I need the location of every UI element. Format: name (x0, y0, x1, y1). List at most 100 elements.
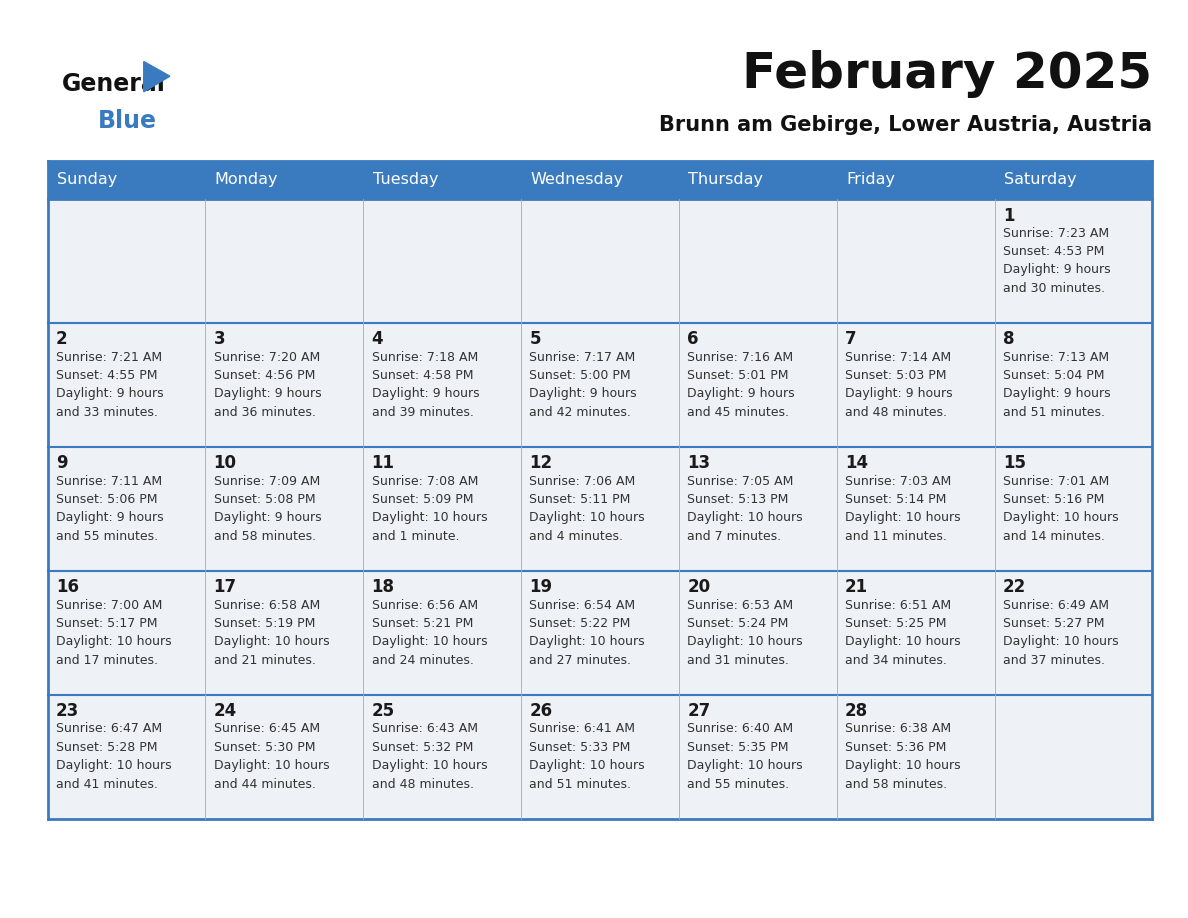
Bar (994, 571, 1152, 695)
Text: Sunset: 5:08 PM: Sunset: 5:08 PM (214, 493, 315, 506)
Text: Sunrise: 7:09 AM: Sunrise: 7:09 AM (214, 475, 320, 487)
Text: Sunset: 5:36 PM: Sunset: 5:36 PM (845, 741, 947, 754)
Text: and 51 minutes.: and 51 minutes. (530, 778, 631, 790)
Text: Daylight: 10 hours: Daylight: 10 hours (530, 511, 645, 524)
Text: and 42 minutes.: and 42 minutes. (530, 406, 631, 419)
Text: and 1 minute.: and 1 minute. (372, 530, 459, 543)
Text: Sunset: 4:55 PM: Sunset: 4:55 PM (56, 369, 157, 382)
Text: and 39 minutes.: and 39 minutes. (372, 406, 473, 419)
Text: 15: 15 (1003, 454, 1026, 473)
Text: Sunset: 5:06 PM: Sunset: 5:06 PM (56, 493, 157, 506)
Text: Sunrise: 6:38 AM: Sunrise: 6:38 AM (845, 722, 952, 735)
Bar (206, 695, 364, 819)
Text: and 4 minutes.: and 4 minutes. (530, 530, 624, 543)
Text: and 11 minutes.: and 11 minutes. (845, 530, 947, 543)
Text: 28: 28 (845, 702, 868, 721)
Text: Saturday: Saturday (1004, 173, 1076, 187)
Bar (836, 323, 994, 447)
Text: 25: 25 (372, 702, 394, 721)
Text: Daylight: 10 hours: Daylight: 10 hours (530, 635, 645, 648)
Text: 1: 1 (1003, 207, 1015, 225)
Text: 19: 19 (530, 578, 552, 597)
Bar (48, 199, 206, 323)
Text: 7: 7 (845, 330, 857, 349)
Bar (48, 695, 206, 819)
Text: 17: 17 (214, 578, 236, 597)
Text: and 55 minutes.: and 55 minutes. (56, 530, 158, 543)
Bar (48, 323, 206, 447)
Text: Sunset: 5:22 PM: Sunset: 5:22 PM (530, 617, 631, 630)
Text: Sunset: 5:13 PM: Sunset: 5:13 PM (687, 493, 789, 506)
Text: 24: 24 (214, 702, 236, 721)
Text: General: General (62, 73, 165, 96)
Text: Brunn am Gebirge, Lower Austria, Austria: Brunn am Gebirge, Lower Austria, Austria (659, 115, 1152, 135)
Text: Daylight: 10 hours: Daylight: 10 hours (1003, 635, 1118, 648)
Text: and 48 minutes.: and 48 minutes. (372, 778, 474, 790)
Text: and 48 minutes.: and 48 minutes. (845, 406, 947, 419)
Text: and 36 minutes.: and 36 minutes. (214, 406, 316, 419)
Bar (364, 161, 522, 199)
Bar (678, 161, 836, 199)
Text: 3: 3 (214, 330, 226, 349)
Text: and 7 minutes.: and 7 minutes. (687, 530, 782, 543)
Bar (994, 447, 1152, 571)
Text: and 17 minutes.: and 17 minutes. (56, 654, 158, 666)
Text: and 58 minutes.: and 58 minutes. (214, 530, 316, 543)
Text: Sunday: Sunday (57, 173, 118, 187)
Bar (206, 161, 364, 199)
Text: and 30 minutes.: and 30 minutes. (1003, 282, 1105, 295)
Text: and 51 minutes.: and 51 minutes. (1003, 406, 1105, 419)
Bar (836, 695, 994, 819)
Text: Sunset: 5:28 PM: Sunset: 5:28 PM (56, 741, 157, 754)
Bar (994, 199, 1152, 323)
Text: 10: 10 (214, 454, 236, 473)
Text: Daylight: 10 hours: Daylight: 10 hours (214, 759, 329, 772)
Text: Tuesday: Tuesday (373, 173, 438, 187)
Text: Daylight: 10 hours: Daylight: 10 hours (845, 635, 961, 648)
Text: Sunrise: 7:11 AM: Sunrise: 7:11 AM (56, 475, 162, 487)
Text: and 55 minutes.: and 55 minutes. (687, 778, 789, 790)
Text: Daylight: 9 hours: Daylight: 9 hours (1003, 263, 1111, 276)
Text: Daylight: 10 hours: Daylight: 10 hours (687, 511, 803, 524)
Text: 9: 9 (56, 454, 68, 473)
Text: 26: 26 (530, 702, 552, 721)
Text: 23: 23 (56, 702, 80, 721)
Text: Sunrise: 7:06 AM: Sunrise: 7:06 AM (530, 475, 636, 487)
Text: 14: 14 (845, 454, 868, 473)
Text: Sunrise: 7:18 AM: Sunrise: 7:18 AM (372, 351, 478, 364)
Text: Daylight: 10 hours: Daylight: 10 hours (845, 759, 961, 772)
Bar (678, 571, 836, 695)
Text: Daylight: 9 hours: Daylight: 9 hours (1003, 387, 1111, 400)
Bar (678, 447, 836, 571)
Text: Daylight: 10 hours: Daylight: 10 hours (56, 759, 171, 772)
Text: Daylight: 9 hours: Daylight: 9 hours (372, 387, 479, 400)
Text: 6: 6 (687, 330, 699, 349)
Bar (522, 199, 678, 323)
Bar (364, 323, 522, 447)
Text: and 44 minutes.: and 44 minutes. (214, 778, 316, 790)
Text: Sunset: 5:30 PM: Sunset: 5:30 PM (214, 741, 315, 754)
Bar (522, 161, 678, 199)
Text: 2: 2 (56, 330, 68, 349)
Text: Sunrise: 6:51 AM: Sunrise: 6:51 AM (845, 599, 952, 611)
Text: Sunset: 5:32 PM: Sunset: 5:32 PM (372, 741, 473, 754)
Text: Sunrise: 6:54 AM: Sunrise: 6:54 AM (530, 599, 636, 611)
Text: Friday: Friday (846, 173, 896, 187)
Text: Sunset: 5:21 PM: Sunset: 5:21 PM (372, 617, 473, 630)
Bar (364, 447, 522, 571)
Text: 22: 22 (1003, 578, 1026, 597)
Text: and 27 minutes.: and 27 minutes. (530, 654, 631, 666)
Text: Sunset: 5:27 PM: Sunset: 5:27 PM (1003, 617, 1105, 630)
Text: Daylight: 10 hours: Daylight: 10 hours (214, 635, 329, 648)
Text: Daylight: 9 hours: Daylight: 9 hours (530, 387, 637, 400)
Text: Sunrise: 6:56 AM: Sunrise: 6:56 AM (372, 599, 478, 611)
Text: Sunrise: 6:40 AM: Sunrise: 6:40 AM (687, 722, 794, 735)
Text: Sunset: 5:17 PM: Sunset: 5:17 PM (56, 617, 157, 630)
Text: Daylight: 10 hours: Daylight: 10 hours (1003, 511, 1118, 524)
Text: and 14 minutes.: and 14 minutes. (1003, 530, 1105, 543)
Text: Sunrise: 7:01 AM: Sunrise: 7:01 AM (1003, 475, 1110, 487)
Text: Daylight: 10 hours: Daylight: 10 hours (687, 759, 803, 772)
Bar (206, 447, 364, 571)
Bar (48, 447, 206, 571)
Text: Sunrise: 7:08 AM: Sunrise: 7:08 AM (372, 475, 478, 487)
